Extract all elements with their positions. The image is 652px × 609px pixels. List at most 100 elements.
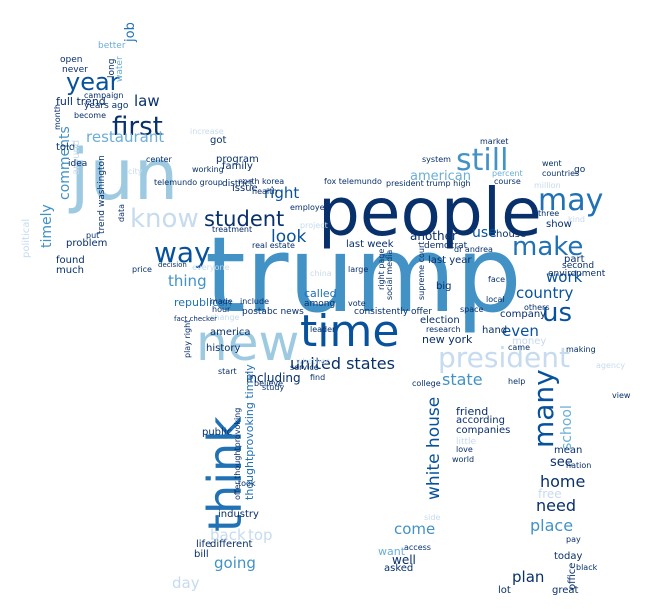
word-much: much (56, 265, 84, 276)
word-study: study (262, 383, 285, 392)
word-friend: friend (456, 405, 489, 418)
word-postabc-news: postabc news (242, 307, 304, 317)
word-trump: trump (205, 214, 522, 336)
word-never: never (62, 65, 88, 75)
word-second: second (562, 261, 595, 271)
word-working: working (192, 165, 224, 174)
word-lot: lot (498, 585, 511, 596)
word-world: world (452, 455, 475, 464)
word-campaign: campaign (84, 91, 124, 100)
word-president: president (438, 341, 570, 374)
word-right: right (264, 184, 300, 202)
word-years-ago: years ago (84, 101, 129, 111)
word-market: market (480, 137, 509, 146)
word-look: look (271, 227, 307, 247)
word-put: put (86, 231, 100, 240)
word-large: large (348, 265, 369, 274)
word-around: around (71, 139, 82, 175)
word-see: see (550, 455, 573, 470)
word-find: find (310, 373, 326, 382)
word-big: big (436, 281, 452, 292)
word-access: access (404, 543, 431, 552)
word-white-house: white house (424, 396, 444, 500)
word-health: health (252, 187, 278, 196)
word-social-media: social media (385, 249, 394, 300)
word-home: home (540, 472, 586, 491)
word-first: first (112, 112, 163, 142)
word-want: want (378, 545, 406, 558)
word-go: go (574, 165, 586, 175)
word-whether: whether (296, 357, 329, 366)
word-history: history (206, 343, 241, 354)
word-america: america (210, 327, 251, 338)
word-called: called (304, 287, 337, 300)
word-district: district (222, 179, 254, 189)
word-three: three (538, 209, 560, 218)
word-black: black (576, 563, 598, 572)
word-well: well (392, 553, 416, 567)
word-open: open (60, 55, 83, 65)
word-great: great (552, 585, 579, 596)
word-made: made (210, 297, 233, 306)
word-part: part (564, 254, 585, 265)
word-place: place (530, 516, 574, 535)
word-come: come (394, 520, 436, 538)
word-money: money (512, 336, 547, 347)
word-environment: environment (548, 269, 606, 279)
word-pay: pay (566, 535, 581, 544)
word-water: water (115, 56, 125, 82)
word-college: college (412, 379, 441, 388)
word-hour: hour (212, 305, 231, 314)
word-dr-andrea: dr andrea (454, 245, 493, 254)
word-student: student (204, 207, 285, 231)
word-hand: hand (482, 325, 508, 336)
word-full-trend: full trend (56, 95, 106, 108)
word-still: still (456, 143, 509, 178)
word-price: price (132, 265, 152, 274)
word-united-states: united states (290, 354, 395, 373)
word-side: side (424, 513, 441, 522)
word-state: state (442, 370, 483, 389)
word-bill: bill (194, 549, 209, 560)
word-system: system (422, 155, 451, 164)
word-help: help (508, 377, 526, 386)
word-law: law (134, 92, 160, 110)
word-american: american (410, 169, 471, 184)
word-house: house (496, 229, 527, 240)
word-problem: problem (66, 238, 108, 249)
word-include: include (240, 297, 269, 306)
word-making: making (566, 345, 596, 354)
word-got: got (210, 135, 227, 146)
word-countries: countries (542, 169, 580, 178)
word-top: top (248, 526, 273, 544)
word-data: data (117, 203, 126, 222)
word-project: project (300, 221, 328, 230)
word-become: become (74, 111, 107, 120)
word-told: told (56, 142, 76, 153)
word-today: today (554, 551, 583, 562)
word-treatment: treatment (212, 225, 253, 234)
word-according: according (456, 415, 505, 426)
word-restaurant: restaurant (86, 128, 165, 146)
word-vote: vote (348, 299, 366, 308)
word-people: people (318, 174, 542, 251)
word-view: view (612, 391, 631, 400)
word-make: make (512, 232, 584, 262)
word-leader: leader (310, 325, 336, 334)
word-us: us (542, 298, 573, 328)
word-took: took (238, 479, 256, 488)
word-face: face (488, 275, 506, 284)
word-need: need (536, 496, 576, 515)
word-family: family (222, 161, 253, 172)
word-kind: kind (568, 215, 586, 224)
word-among: among (304, 299, 336, 309)
word-month: month (53, 104, 62, 130)
word-plan: plan (512, 568, 545, 586)
word-country: country (516, 284, 574, 302)
word-different: different (210, 539, 253, 550)
word-may: may (538, 183, 604, 218)
word-companies: companies (456, 425, 511, 436)
word-including: including (246, 371, 301, 385)
word-public: public (202, 427, 233, 438)
word-employee: employee (290, 203, 330, 212)
